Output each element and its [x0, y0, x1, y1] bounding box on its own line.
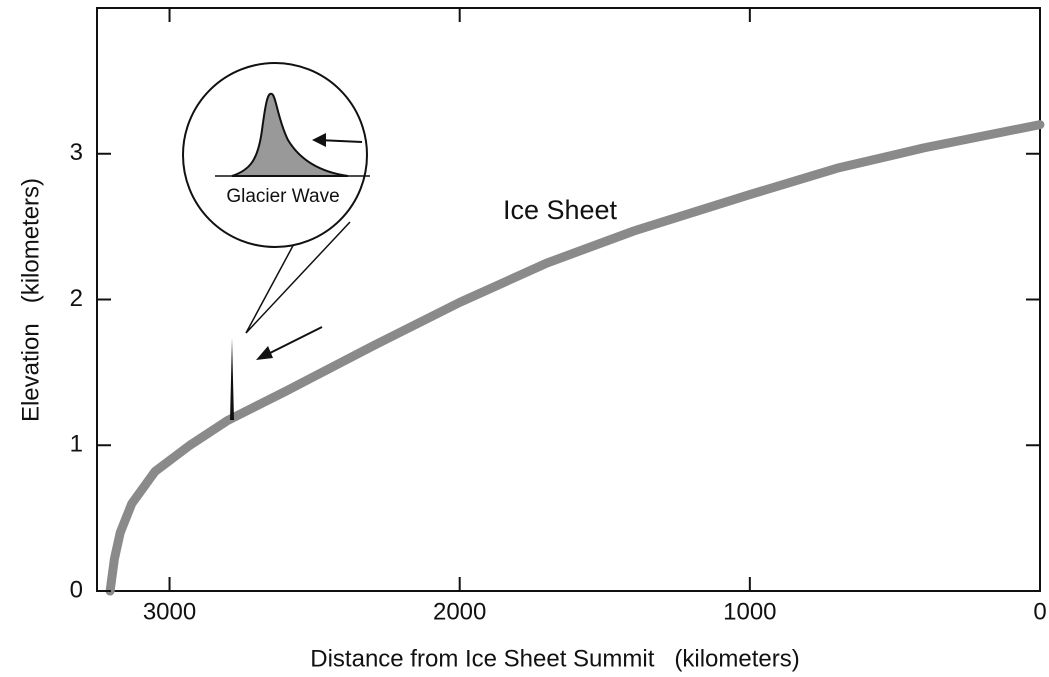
y-tick-label: 1 [70, 431, 83, 458]
arrowhead [256, 346, 273, 360]
inset-label: Glacier Wave [226, 186, 339, 207]
arrow [265, 326, 323, 356]
wave-spike [230, 338, 234, 420]
plot-area [105, 120, 1045, 596]
x-tick-label: 0 [1033, 598, 1046, 625]
x-tick-label: 1000 [723, 598, 776, 625]
y-tick-label: 2 [70, 285, 83, 312]
ice-sheet-line [105, 120, 1045, 596]
y-tick-label: 3 [70, 139, 83, 166]
inset: Glacier Wave [182, 62, 370, 334]
x-tick-label: 2000 [433, 598, 486, 625]
x-tick-label: 3000 [143, 598, 196, 625]
y-tick-label: 0 [70, 576, 83, 603]
callout-line [245, 241, 296, 334]
inset-arrowhead [312, 133, 326, 147]
annotation: Ice Sheet [503, 195, 618, 225]
glacier-wave [231, 92, 349, 177]
callout-line [245, 221, 351, 334]
y-axis-label: Elevation (kilometers) [17, 178, 44, 422]
x-axis-label: Distance from Ice Sheet Summit (kilomete… [310, 645, 799, 672]
